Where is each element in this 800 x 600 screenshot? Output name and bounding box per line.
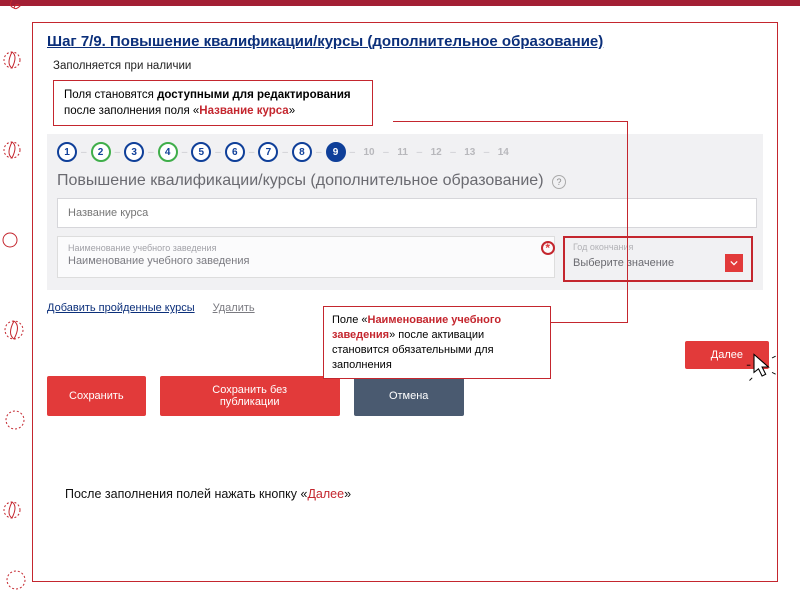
leader-line: [550, 322, 628, 323]
step-12[interactable]: 12: [426, 142, 446, 162]
callout-marker-circle: [541, 241, 555, 255]
step-5[interactable]: 5: [191, 142, 211, 162]
stepper-panel: 1–2–3–4–5–6–7–8–9–10–11–12–13–14 Повышен…: [47, 134, 763, 290]
leader-line: [627, 121, 628, 296]
step-separator: –: [383, 147, 389, 158]
step-separator: –: [316, 147, 322, 158]
year-label: Год окончания: [573, 242, 743, 252]
step-separator: –: [182, 147, 188, 158]
steps-row: 1–2–3–4–5–6–7–8–9–10–11–12–13–14: [57, 142, 753, 162]
step-6[interactable]: 6: [225, 142, 245, 162]
step-9[interactable]: 9: [326, 142, 346, 162]
callout-red: заведения: [332, 329, 389, 341]
callout-text: заполнения: [332, 359, 392, 371]
leader-line: [627, 296, 628, 323]
callout-text: после заполнения поля «: [64, 105, 199, 117]
cursor-icon: [745, 349, 781, 385]
stepper-title-text: Повышение квалификации/курсы (дополнител…: [57, 172, 544, 189]
remove-link[interactable]: Удалить: [213, 302, 255, 314]
callout-text: » после активации: [389, 329, 484, 341]
add-courses-link[interactable]: Добавить пройденные курсы: [47, 302, 195, 314]
callout-text: »: [289, 105, 295, 117]
top-accent-bar: [0, 0, 800, 6]
callout-red: Название курса: [199, 105, 288, 117]
save-without-publish-button[interactable]: Сохранить без публикации: [160, 376, 340, 416]
course-name-input[interactable]: [57, 198, 757, 228]
step-separator: –: [350, 147, 356, 158]
footer-red: Далее: [307, 487, 344, 501]
step-2[interactable]: 2: [91, 142, 111, 162]
footer-text: После заполнения полей нажать кнопку «: [65, 487, 307, 501]
step-4[interactable]: 4: [158, 142, 178, 162]
callout-institution: Поле «Наименование учебного заведения» п…: [323, 306, 551, 379]
step-separator: –: [249, 147, 255, 158]
year-field[interactable]: Год окончания Выберите значение: [563, 236, 753, 282]
help-icon[interactable]: ?: [552, 175, 566, 189]
step-3[interactable]: 3: [124, 142, 144, 162]
step-14[interactable]: 14: [493, 142, 513, 162]
callout-red: Наименование учебного: [368, 314, 502, 326]
sub-note: Заполняется при наличии: [53, 60, 763, 72]
year-value: Выберите значение: [573, 257, 674, 269]
step-separator: –: [148, 147, 154, 158]
decorative-left-column: [0, 0, 30, 600]
step-7[interactable]: 7: [258, 142, 278, 162]
save-button[interactable]: Сохранить: [47, 376, 146, 416]
callout-text: Поле «: [332, 314, 368, 326]
step-separator: –: [115, 147, 121, 158]
footer-text: »: [344, 487, 351, 501]
institution-label: Наименование учебного заведения: [68, 243, 544, 253]
page-frame: Шаг 7/9. Повышение квалификации/курсы (д…: [32, 22, 778, 582]
step-separator: –: [417, 147, 423, 158]
stepper-title: Повышение квалификации/курсы (дополнител…: [57, 172, 753, 190]
step-title: Шаг 7/9. Повышение квалификации/курсы (д…: [47, 33, 763, 50]
button-row: Сохранить Сохранить без публикации Отмен…: [47, 376, 763, 416]
dropdown-toggle-icon[interactable]: [725, 254, 743, 272]
step-separator: –: [81, 147, 87, 158]
institution-value: Наименование учебного заведения: [68, 255, 544, 267]
step-13[interactable]: 13: [460, 142, 480, 162]
callout-text: становится обязательными для: [332, 344, 494, 356]
callout-text: Поля становятся: [64, 89, 157, 101]
step-11[interactable]: 11: [393, 142, 413, 162]
institution-field[interactable]: Наименование учебного заведения Наименов…: [57, 236, 555, 278]
step-separator: –: [484, 147, 490, 158]
step-separator: –: [215, 147, 221, 158]
footer-note: После заполнения полей нажать кнопку «Да…: [65, 487, 351, 501]
cancel-button[interactable]: Отмена: [354, 376, 464, 416]
step-1[interactable]: 1: [57, 142, 77, 162]
callout-top: Поля становятся доступными для редактиро…: [53, 80, 373, 126]
step-10[interactable]: 10: [359, 142, 379, 162]
callout-strong: доступными для редактирования: [157, 89, 351, 101]
step-separator: –: [282, 147, 288, 158]
step-separator: –: [450, 147, 456, 158]
leader-line: [393, 121, 627, 122]
step-8[interactable]: 8: [292, 142, 312, 162]
